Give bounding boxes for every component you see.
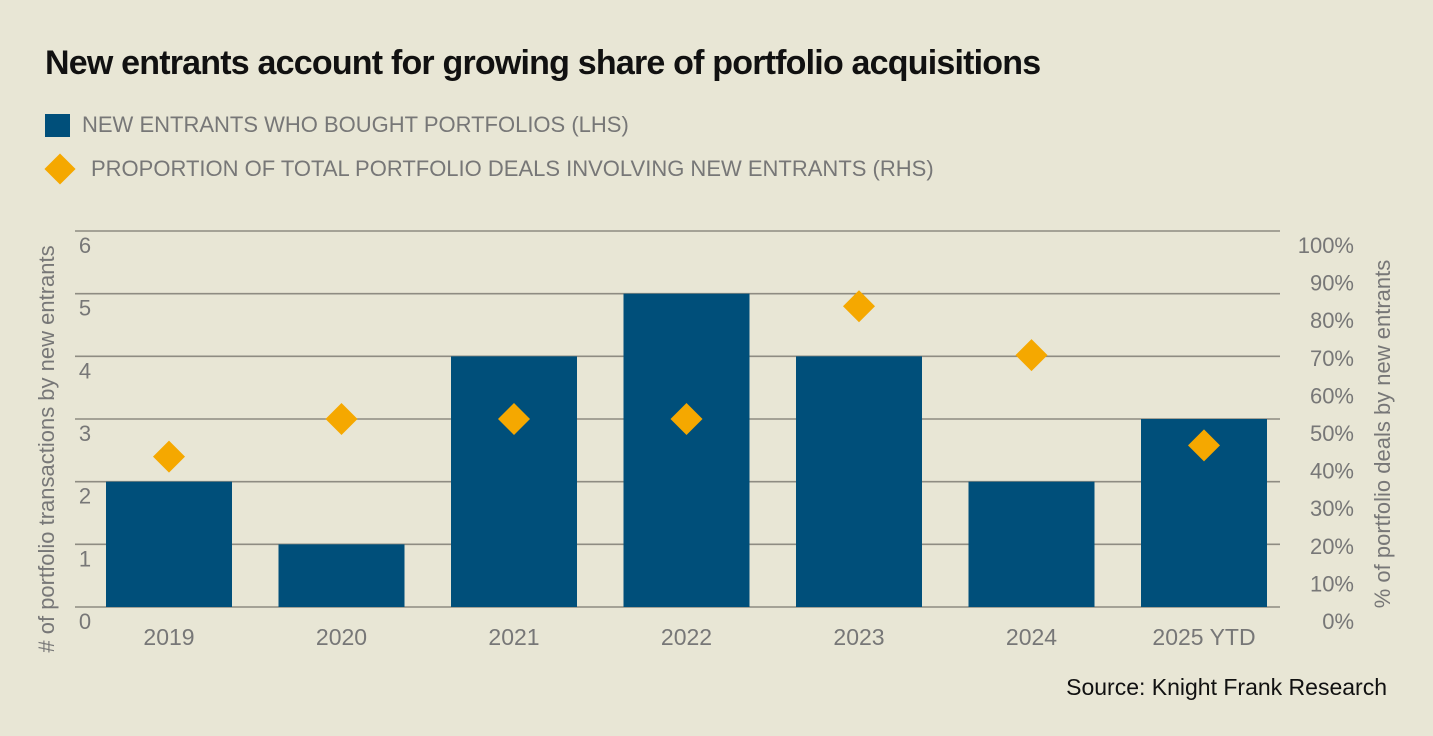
x-tick-label: 2025 YTD bbox=[1152, 624, 1255, 650]
bar bbox=[106, 481, 232, 607]
diamond-marker bbox=[498, 403, 530, 435]
bar bbox=[278, 544, 405, 607]
bar bbox=[623, 293, 750, 607]
y2-tick-label: 100% bbox=[1298, 233, 1354, 258]
y2-tick-label: 40% bbox=[1310, 459, 1354, 484]
x-tick-label: 2019 bbox=[143, 624, 194, 650]
x-tick-label: 2021 bbox=[488, 624, 539, 650]
y2-tick-label: 60% bbox=[1310, 383, 1354, 408]
y2-tick-label: 10% bbox=[1310, 571, 1354, 596]
bar bbox=[796, 356, 922, 607]
legend-item-bars: NEW ENTRANTS WHO BOUGHT PORTFOLIOS (LHS) bbox=[45, 112, 629, 138]
y-tick-label: 4 bbox=[79, 358, 91, 383]
bar bbox=[968, 481, 1095, 607]
y-tick-label: 6 bbox=[79, 233, 91, 258]
x-tick-label: 2023 bbox=[833, 624, 884, 650]
y-tick-label: 0 bbox=[79, 609, 91, 634]
diamond-marker bbox=[153, 440, 185, 473]
x-tick-label: 2020 bbox=[316, 624, 367, 650]
y2-tick-label: 20% bbox=[1310, 534, 1354, 559]
y2-tick-label: 70% bbox=[1310, 346, 1354, 371]
y2-tick-label: 80% bbox=[1310, 308, 1354, 333]
y-axis-title: # of portfolio transactions by new entra… bbox=[34, 245, 59, 652]
y2-tick-label: 0% bbox=[1322, 609, 1354, 634]
legend-square-icon bbox=[45, 113, 70, 137]
x-tick-label: 2022 bbox=[661, 624, 712, 650]
diamond-marker bbox=[1015, 339, 1048, 372]
diamond-marker bbox=[843, 290, 875, 323]
y2-axis-title: % of portfolio deals by new entrants bbox=[1370, 260, 1395, 609]
y-tick-label: 2 bbox=[79, 484, 91, 509]
legend-label-diamonds: PROPORTION OF TOTAL PORTFOLIO DEALS INVO… bbox=[91, 156, 934, 181]
y-tick-label: 3 bbox=[79, 421, 91, 446]
x-tick-label: 2024 bbox=[1006, 624, 1057, 650]
diamond-marker bbox=[1188, 429, 1220, 462]
source-note: Source: Knight Frank Research bbox=[1066, 674, 1387, 700]
diamond-marker bbox=[670, 403, 703, 435]
legend-item-diamonds: PROPORTION OF TOTAL PORTFOLIO DEALS INVO… bbox=[44, 153, 934, 185]
bar bbox=[451, 356, 577, 607]
legend-label-bars: NEW ENTRANTS WHO BOUGHT PORTFOLIOS (LHS) bbox=[82, 112, 629, 137]
y-tick-label: 1 bbox=[79, 546, 91, 571]
y2-tick-label: 50% bbox=[1310, 421, 1354, 446]
chart-title: New entrants account for growing share o… bbox=[45, 44, 1041, 82]
diamond-marker bbox=[325, 403, 358, 435]
y2-tick-label: 90% bbox=[1310, 271, 1354, 296]
y2-tick-label: 30% bbox=[1310, 496, 1354, 521]
y-tick-label: 5 bbox=[79, 296, 91, 321]
